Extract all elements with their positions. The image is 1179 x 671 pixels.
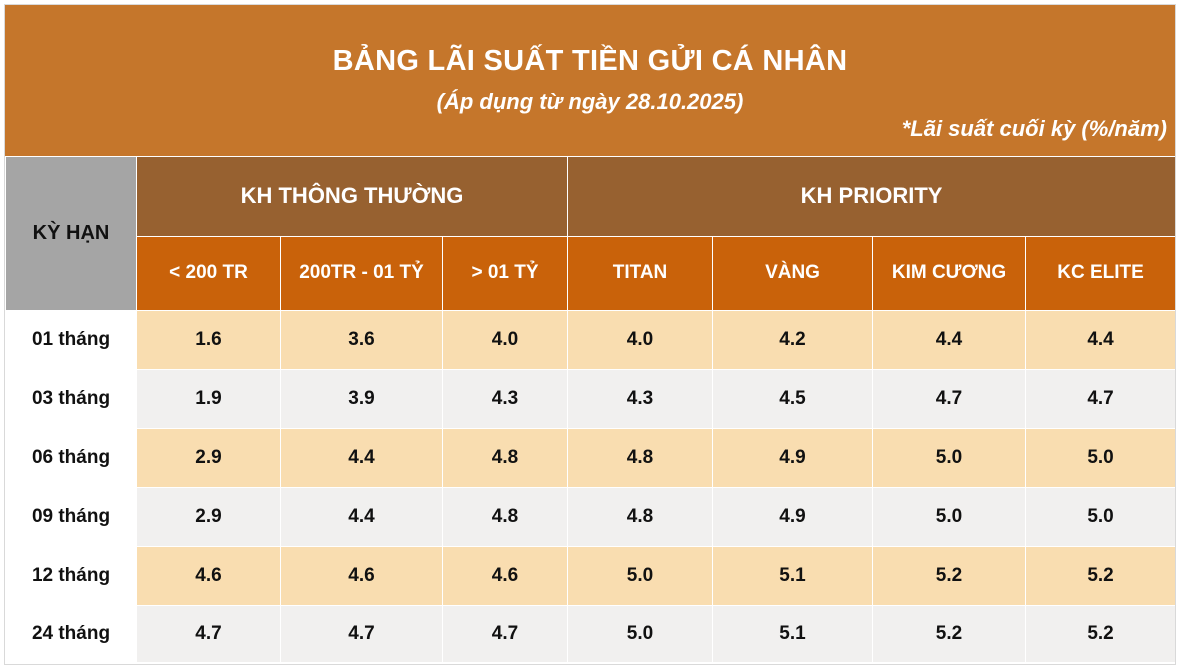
- interest-rate-table: KỲ HẠN KH THÔNG THƯỜNG KH PRIORITY < 200…: [5, 156, 1175, 663]
- term-cell: 01 tháng: [5, 310, 137, 370]
- rate-cell: 1.6: [136, 310, 281, 370]
- column-header: < 200 TR: [136, 235, 281, 312]
- rate-cell: 5.2: [872, 546, 1027, 606]
- column-header: TITAN: [567, 235, 714, 312]
- term-cell: 24 tháng: [5, 605, 137, 663]
- title-banner: BẢNG LÃI SUẤT TIỀN GỬI CÁ NHÂN (Áp dụng …: [5, 5, 1175, 156]
- term-header: KỲ HẠN: [5, 156, 137, 311]
- rate-cell: 4.9: [712, 428, 874, 488]
- rate-cell: 5.2: [872, 605, 1027, 663]
- rate-cell: 4.3: [567, 369, 714, 429]
- rate-cell: 4.7: [872, 369, 1027, 429]
- rate-cell: 4.8: [567, 487, 714, 547]
- term-cell: 06 tháng: [5, 428, 137, 488]
- rate-cell: 5.0: [872, 428, 1027, 488]
- rate-cell: 4.9: [712, 487, 874, 547]
- rate-cell: 5.2: [1025, 605, 1175, 663]
- rate-cell: 4.4: [1025, 310, 1175, 370]
- rate-cell: 4.5: [712, 369, 874, 429]
- rate-cell: 4.8: [441, 428, 569, 488]
- column-header: VÀNG: [712, 235, 874, 312]
- rate-cell: 1.9: [136, 369, 281, 429]
- group-header-priority: KH PRIORITY: [567, 156, 1175, 237]
- rate-cell: 4.0: [567, 310, 714, 370]
- rate-cell: 4.4: [872, 310, 1027, 370]
- rate-note: *Lãi suất cuối kỳ (%/năm): [901, 116, 1167, 141]
- rate-cell: 2.9: [136, 428, 281, 488]
- page-title: BẢNG LÃI SUẤT TIỀN GỬI CÁ NHÂN: [332, 45, 848, 77]
- table-row: 12 tháng 4.6 4.6 4.6 5.0 5.1 5.2 5.2: [5, 546, 1175, 606]
- rate-sheet: BẢNG LÃI SUẤT TIỀN GỬI CÁ NHÂN (Áp dụng …: [4, 4, 1176, 665]
- term-cell: 09 tháng: [5, 487, 137, 547]
- rate-cell: 3.9: [280, 369, 443, 429]
- table-row: 09 tháng 2.9 4.4 4.8 4.8 4.9 5.0 5.0: [5, 487, 1175, 547]
- rate-cell: 5.2: [1025, 546, 1175, 606]
- term-cell: 12 tháng: [5, 546, 137, 606]
- group-header-regular: KH THÔNG THƯỜNG: [135, 156, 569, 237]
- rate-cell: 5.1: [712, 605, 874, 663]
- rate-cell: 4.7: [136, 605, 281, 663]
- rate-cell: 5.0: [872, 487, 1027, 547]
- rate-cell: 4.6: [280, 546, 443, 606]
- table-row: 01 tháng 1.6 3.6 4.0 4.0 4.2 4.4 4.4: [5, 310, 1175, 370]
- column-header: 200TR - 01 TỶ: [280, 235, 443, 312]
- term-cell: 03 tháng: [5, 369, 137, 429]
- rate-cell: 4.6: [441, 546, 569, 606]
- column-header: KIM CƯƠNG: [872, 235, 1027, 312]
- rate-cell: 5.0: [1025, 487, 1175, 547]
- rate-cell: 4.3: [441, 369, 569, 429]
- rate-cell: 4.8: [441, 487, 569, 547]
- rate-cell: 4.4: [280, 428, 443, 488]
- table-row: 03 tháng 1.9 3.9 4.3 4.3 4.5 4.7 4.7: [5, 369, 1175, 429]
- rate-cell: 5.0: [567, 546, 714, 606]
- table-row: 24 tháng 4.7 4.7 4.7 5.0 5.1 5.2 5.2: [5, 605, 1175, 663]
- rate-cell: 3.6: [280, 310, 443, 370]
- rate-cell: 2.9: [136, 487, 281, 547]
- effective-date: (Áp dụng từ ngày 28.10.2025): [436, 89, 744, 114]
- table-row: 06 tháng 2.9 4.4 4.8 4.8 4.9 5.0 5.0: [5, 428, 1175, 488]
- rate-cell: 5.1: [712, 546, 874, 606]
- rate-cell: 4.2: [712, 310, 874, 370]
- rate-cell: 4.4: [280, 487, 443, 547]
- rate-cell: 4.6: [136, 546, 281, 606]
- rate-cell: 4.7: [441, 605, 569, 663]
- rate-cell: 5.0: [1025, 428, 1175, 488]
- column-header: > 01 TỶ: [441, 235, 569, 312]
- rate-cell: 4.7: [280, 605, 443, 663]
- rate-cell: 4.0: [441, 310, 569, 370]
- rate-cell: 4.8: [567, 428, 714, 488]
- rate-cell: 4.7: [1025, 369, 1175, 429]
- rate-cell: 5.0: [567, 605, 714, 663]
- column-header: KC ELITE: [1025, 235, 1175, 312]
